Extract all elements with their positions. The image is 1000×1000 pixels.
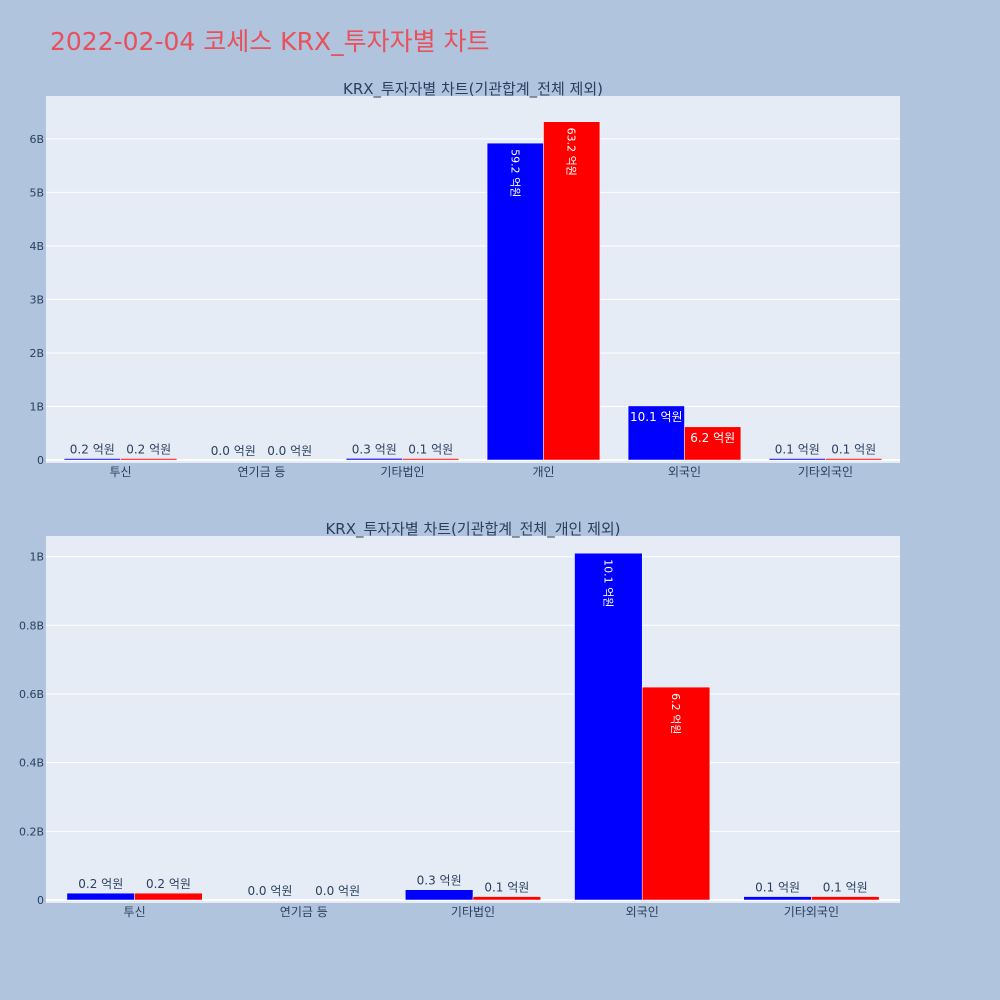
chart1-bar: [345, 458, 403, 461]
chart1-data-label: 0.1 억원: [831, 443, 876, 457]
chart1-ytick-label: 1B: [29, 400, 44, 413]
chart1-xtick-label: 개인: [532, 465, 554, 479]
chart1-data-label: 6.2 억원: [690, 431, 735, 445]
chart1-data-label: 0.2 억원: [126, 443, 171, 457]
chart1-xtick-label: 기타외국인: [798, 465, 853, 479]
chart2-ytick-label: 0.4B: [19, 757, 44, 770]
chart1-title: KRX_투자자별 차트(기관합계_전체 제외): [343, 80, 603, 99]
chart2-ytick-label: 0.2B: [19, 825, 44, 838]
chart1-bar: [120, 458, 178, 461]
chart2-plot-area: [46, 536, 900, 903]
chart2-data-label: 0.2 억원: [146, 877, 191, 891]
chart1-ytick-label: 3B: [29, 293, 44, 306]
page-title: 2022-02-04 코세스 KRX_투자자별 차트: [50, 27, 490, 56]
chart2-data-label: 10.1 억원: [601, 559, 614, 607]
chart2-title: KRX_투자자별 차트(기관합계_전체_개인 제외): [325, 520, 620, 539]
chart2-data-label: 0.0 억원: [315, 884, 360, 898]
chart2-data-label: 0.1 억원: [755, 881, 800, 895]
chart2-data-label: 0.1 억원: [823, 881, 868, 895]
chart2-ytick-label: 0: [37, 894, 44, 907]
chart2-ytick-label: 0.8B: [19, 619, 44, 632]
chart1-data-label: 0.1 억원: [775, 443, 820, 457]
chart2-ytick-label: 1B: [29, 551, 44, 564]
chart1-bar: [825, 458, 883, 461]
chart1-data-label: 0.0 억원: [267, 444, 312, 458]
chart1-data-label: 59.2 억원: [508, 149, 521, 197]
chart1-xtick-label: 외국인: [668, 465, 701, 479]
chart1-bar: [486, 142, 544, 461]
chart1-data-label: 10.1 억원: [630, 410, 683, 424]
chart2-data-label: 0.1 억원: [484, 881, 529, 895]
chart1-ytick-label: 2B: [29, 347, 44, 360]
chart2-bar: [405, 889, 474, 901]
chart1-plot-area: [46, 96, 900, 463]
chart2-bar: [134, 892, 203, 901]
chart1-ytick-label: 5B: [29, 186, 44, 199]
chart1-data-label: 0.2 억원: [70, 443, 115, 457]
chart2-data-label: 0.3 억원: [417, 874, 462, 888]
chart1-bar: [543, 121, 601, 461]
chart1-bar: [684, 426, 742, 461]
chart1-data-label: 0.0 억원: [211, 444, 256, 458]
chart2-data-label: 0.2 억원: [78, 877, 123, 891]
chart1-xtick-label: 기타법인: [380, 465, 424, 479]
chart1-data-label: 0.3 억원: [352, 442, 397, 456]
chart1-bar: [63, 458, 121, 461]
chart2-bar: [743, 896, 812, 901]
chart1-bar: [768, 458, 826, 461]
chart2-xtick-label: 투신: [124, 905, 146, 919]
chart2-xtick-label: 외국인: [626, 905, 659, 919]
chart1-ytick-label: 4B: [29, 240, 44, 253]
chart1-bar: [627, 405, 685, 461]
chart2-bar: [574, 552, 643, 901]
chart2-bar: [811, 896, 880, 901]
chart1-data-label: 0.1 억원: [408, 443, 453, 457]
chart2-data-label: 0.0 억원: [247, 884, 292, 898]
chart2-bar: [472, 896, 541, 901]
chart2-bar: [641, 686, 711, 901]
chart1-bar: [402, 458, 460, 461]
chart1-data-label: 63.2 억원: [565, 128, 578, 176]
chart1-xtick-label: 투신: [109, 465, 131, 479]
chart2-bar: [66, 892, 135, 901]
chart1-xtick-label: 연기금 등: [238, 465, 286, 479]
chart1-ytick-label: 0: [37, 454, 44, 467]
chart2-xtick-label: 기타외국인: [784, 905, 839, 919]
chart1-ytick-label: 6B: [29, 133, 44, 146]
chart2-data-label: 6.2 억원: [669, 693, 682, 734]
chart2-xtick-label: 연기금 등: [280, 905, 328, 919]
chart2-ytick-label: 0.6B: [19, 688, 44, 701]
chart2-xtick-label: 기타법인: [451, 905, 495, 919]
